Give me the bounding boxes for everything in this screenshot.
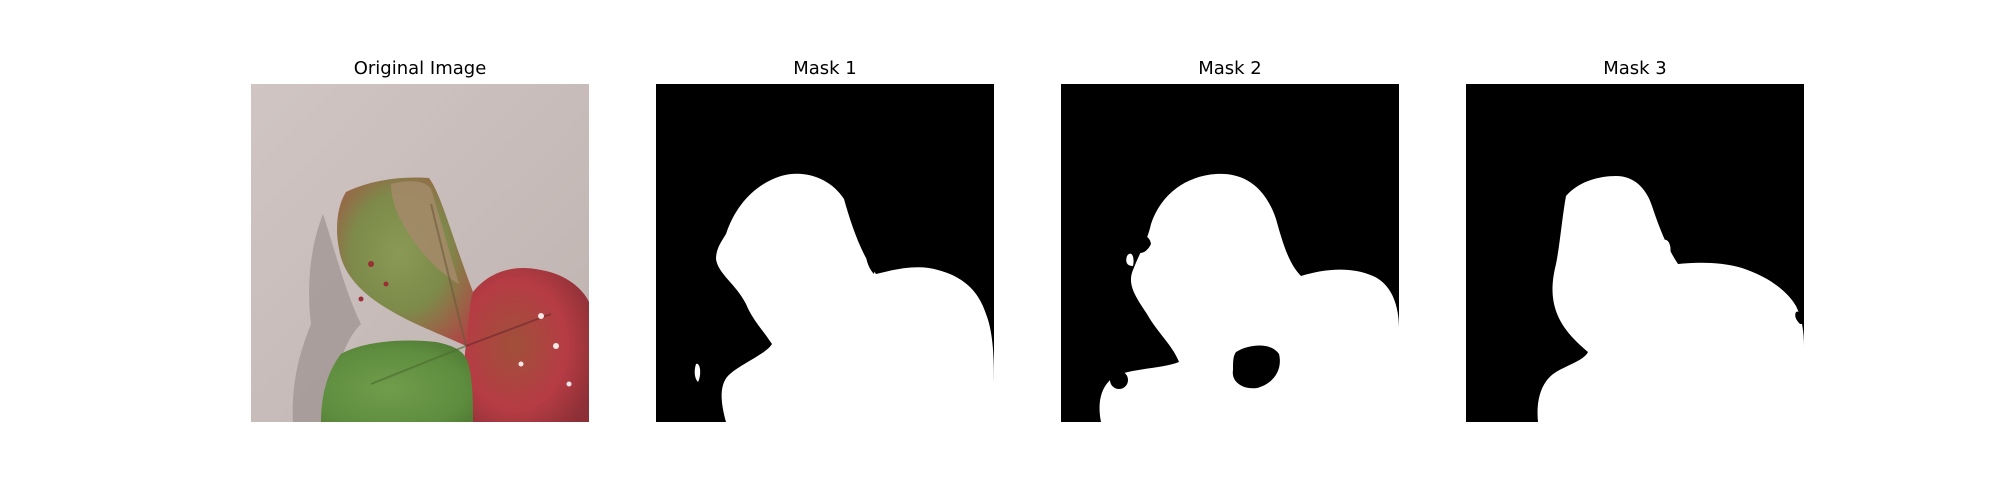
mask-2-image	[1061, 84, 1399, 422]
mask-hole	[1110, 371, 1128, 389]
leaflet-top	[337, 177, 476, 346]
mask-3-image	[1466, 84, 1804, 422]
panel-title-original-image: Original Image	[353, 58, 487, 79]
original-leaf-photo	[251, 84, 589, 422]
mask-speckle	[1126, 253, 1134, 266]
mask-2-panel	[1061, 84, 1399, 422]
leaf-spot	[566, 381, 572, 387]
mask-speckle	[1663, 239, 1671, 254]
leaflet-top-brown-lesion	[391, 181, 459, 284]
leaf-spot	[553, 343, 559, 349]
mask-hole	[1795, 311, 1804, 324]
panel-title-mask-1: Mask 1	[793, 58, 857, 79]
vein-bottom	[370, 345, 467, 385]
mask-hole	[1232, 345, 1280, 389]
mask-foreground-region	[1537, 176, 1804, 422]
panel-title-mask-2: Mask 2	[1198, 58, 1262, 79]
mask-1-image	[656, 84, 994, 422]
mask-hole	[866, 253, 875, 274]
original-image-panel	[251, 84, 589, 422]
mask-foreground-region	[716, 173, 994, 422]
mask-3-panel	[1466, 84, 1804, 422]
leaf-shadow	[292, 214, 361, 422]
panel-title-mask-3: Mask 3	[1603, 58, 1667, 79]
mask-hole	[1131, 235, 1151, 253]
leaf-spot	[538, 313, 544, 319]
vein-right	[465, 313, 552, 347]
leaf-spot	[358, 296, 364, 302]
leaflet-bottom	[321, 340, 473, 422]
vein-main	[430, 203, 467, 347]
leaf-spot	[383, 281, 389, 287]
leaf-spot	[518, 361, 524, 367]
mask-speckle	[694, 363, 701, 382]
leaf-spot	[368, 261, 374, 267]
leaflet-right	[464, 268, 589, 422]
mask-1-panel	[656, 84, 994, 422]
mask-foreground-region	[1099, 173, 1399, 422]
